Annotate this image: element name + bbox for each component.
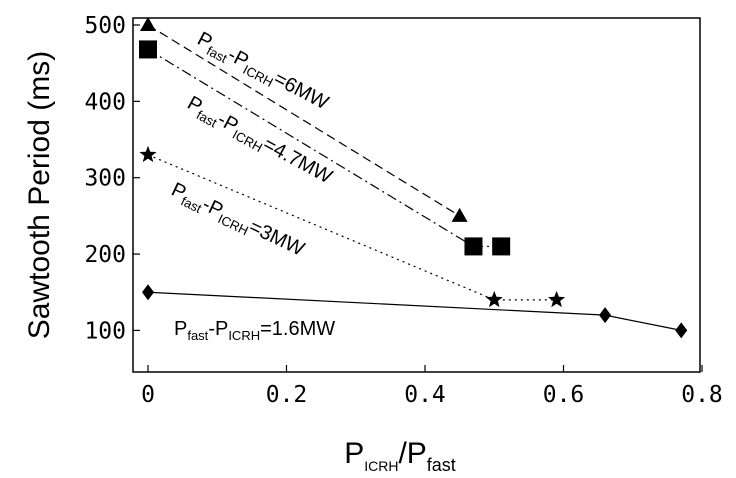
series-label-part: =4.7MW [259,133,336,188]
series-label-part: =3MW [246,216,308,261]
x-tick-label: 0.6 [543,382,585,408]
x-tick-label: 0.8 [681,382,723,408]
data-point-triangle [140,17,156,31]
x-tick-label: 0.2 [266,382,308,408]
series-label-part: ICRH [228,328,260,343]
x-axis-title: PICRH/Pfast [344,437,456,475]
y-tick-label: 500 [84,13,126,39]
data-point-triangle [451,207,468,222]
series-line-1 [147,48,502,248]
data-point-square [139,40,157,59]
data-point-diamond [142,284,154,301]
y-axis-title: Sawtooth Period (ms) [23,51,56,339]
series-line-0 [147,24,460,217]
series-label-part: =6MW [270,68,332,115]
series-lines [147,24,682,331]
data-point-square [492,237,511,256]
x-axis-title-sub1: ICRH [364,458,398,474]
x-axis-title-mid: /P [398,437,426,470]
y-tick-label: 100 [84,318,126,344]
data-point-square [464,237,483,256]
series-label-part: fast [187,328,208,343]
plot-frame [132,17,701,373]
x-tick-label: 0.4 [404,382,446,408]
data-point-diamond [675,322,688,339]
y-tick-label: 400 [84,89,126,115]
x-axis-title-p: P [344,437,364,470]
series-markers [139,17,688,339]
data-point-star [548,290,566,308]
series-line-2 [147,154,557,301]
data-point-diamond [599,307,612,324]
data-point-star [139,145,157,163]
y-tick-label: 300 [84,166,126,192]
y-tick-label: 200 [84,242,126,268]
series-labels: Pfast-PICRH=6MWPfast-PICRH=4.7MWPfast-PI… [167,28,336,343]
series-label-3: Pfast-PICRH=1.6MW [174,318,335,343]
series-label-part: -P [208,318,228,340]
x-axis-title-sub2: fast [427,455,456,475]
ticks: 0 0.2 0.4 0.6 0.8 100 200 300 400 500 [84,13,722,408]
series-label-part: P [174,318,187,340]
series-label-2: Pfast-PICRH=3MW [167,179,308,264]
x-tick-label: 0 [141,382,155,408]
series-label-0: Pfast-PICRH=6MW [192,28,332,117]
series-label-part: =1.6MW [260,318,335,340]
data-point-star [485,290,503,308]
